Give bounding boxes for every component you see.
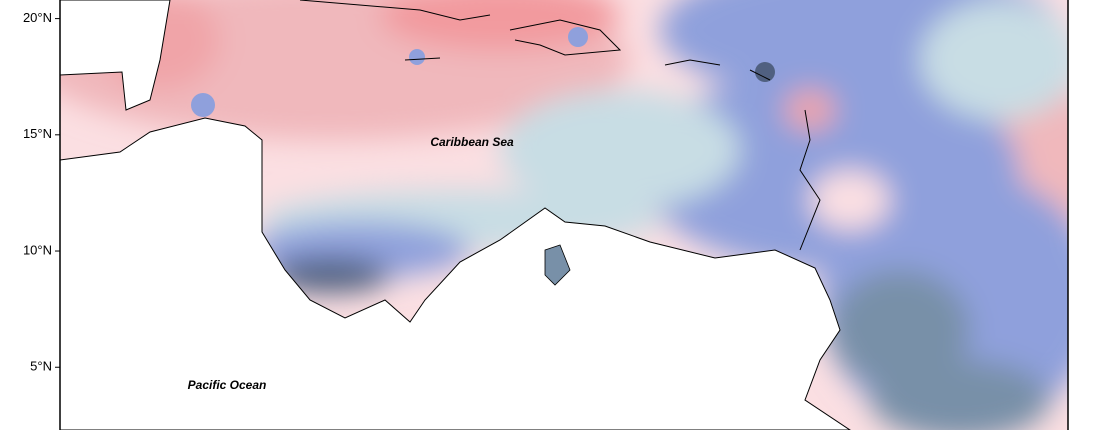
lat-tick-label: 15°N	[23, 126, 52, 141]
anomaly-field	[60, 0, 1068, 430]
lat-tick-label: 5°N	[30, 359, 52, 374]
ocean-label: Pacific Ocean	[188, 378, 267, 392]
sea-label: Caribbean Sea	[430, 135, 514, 149]
lat-tick-label: 20°N	[23, 10, 52, 25]
lat-tick-label: 10°N	[23, 242, 52, 257]
